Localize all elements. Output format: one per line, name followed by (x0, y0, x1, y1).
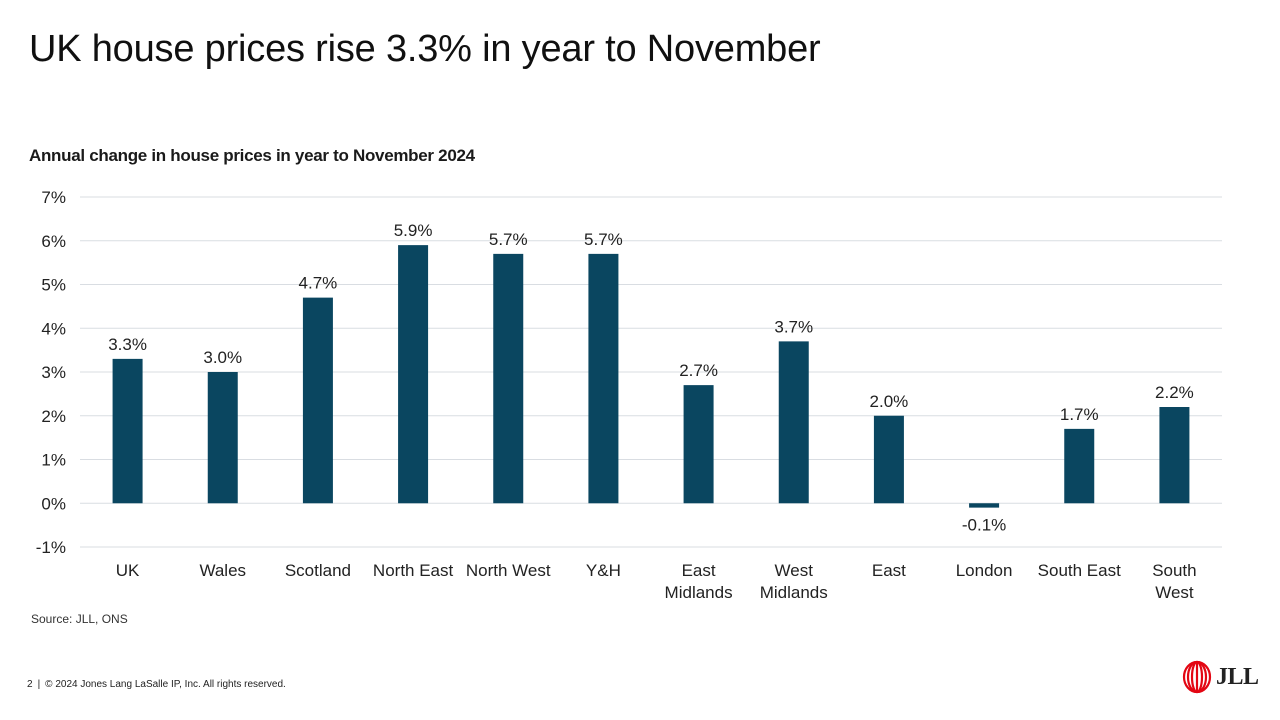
footer: 2 | © 2024 Jones Lang LaSalle IP, Inc. All… (27, 679, 286, 690)
y-tick-label: 6% (41, 232, 66, 251)
x-tick-label-line: Midlands (665, 583, 733, 602)
x-tick-label: Scotland (285, 561, 351, 580)
x-tick-label-line: Y&H (586, 561, 621, 580)
y-tick-label: 4% (41, 319, 66, 338)
y-tick-label: 5% (41, 276, 66, 295)
x-tick-label-line: South East (1038, 561, 1121, 580)
x-tick-label-line: East (682, 561, 716, 580)
x-tick-label-line: West (775, 561, 814, 580)
logo-text: JLL (1216, 663, 1259, 690)
x-tick-label: South East (1038, 561, 1121, 580)
page-number: 2 (27, 679, 33, 690)
x-tick-label: North East (373, 561, 454, 580)
x-tick-label: London (956, 561, 1013, 580)
bar (1159, 407, 1190, 504)
y-tick-label: 7% (41, 188, 66, 207)
bar (873, 415, 904, 504)
page-title: UK house prices rise 3.3% in year to Nov… (29, 28, 821, 70)
chart-title: Annual change in house prices in year to… (29, 146, 475, 165)
x-tick-label-line: Wales (199, 561, 246, 580)
y-tick-label: -1% (36, 538, 66, 557)
jll-flame-logo-icon (1182, 660, 1212, 694)
bar (207, 372, 238, 504)
x-tick-label-line: London (956, 561, 1013, 580)
x-tick-label-line: Midlands (760, 583, 828, 602)
data-label: 2.0% (870, 392, 909, 411)
source-note: Source: JLL, ONS (31, 612, 128, 626)
bar (969, 503, 1000, 508)
x-tick-label: Wales (199, 561, 246, 580)
x-tick-label-line: UK (116, 561, 140, 580)
x-tick-label-line: North West (466, 561, 551, 580)
x-tick-label: Y&H (586, 561, 621, 580)
x-tick-label-line: South (1152, 561, 1196, 580)
y-tick-label: 2% (41, 407, 66, 426)
x-tick-label: UK (116, 561, 140, 580)
x-tick-label: East Midlands (665, 561, 733, 602)
footer-separator: | (37, 679, 41, 690)
bar (398, 245, 429, 504)
x-tick-label: East (872, 561, 906, 580)
x-tick-label-line: West (1155, 583, 1194, 602)
data-label: 5.9% (394, 221, 433, 240)
x-tick-label-line: North East (373, 561, 454, 580)
data-label: 1.7% (1060, 405, 1099, 424)
data-label: 5.7% (489, 230, 528, 249)
x-tick-label-line: Scotland (285, 561, 351, 580)
jll-logo: JLL (1182, 660, 1259, 694)
bar (683, 385, 714, 504)
x-tick-label: South West (1152, 561, 1196, 602)
bar (493, 253, 524, 504)
bar (1064, 428, 1095, 504)
x-tick-label-line: East (872, 561, 906, 580)
data-label: 5.7% (584, 230, 623, 249)
data-label: 4.7% (299, 274, 338, 293)
data-label: -0.1% (962, 516, 1006, 535)
bar (302, 297, 333, 504)
data-label: 3.7% (774, 317, 813, 336)
bar (778, 341, 809, 504)
data-label: 2.2% (1155, 383, 1194, 402)
bar (112, 358, 143, 504)
data-label: 3.0% (203, 348, 242, 367)
data-label: 2.7% (679, 361, 718, 380)
y-tick-label: 1% (41, 451, 66, 470)
copyright-text: © 2024 Jones Lang LaSalle IP, Inc. All r… (45, 679, 286, 690)
y-tick-label: 3% (41, 363, 66, 382)
x-tick-label: West Midlands (760, 561, 828, 602)
y-tick-label: 0% (41, 494, 66, 513)
bar (588, 253, 619, 504)
x-tick-label: North West (466, 561, 551, 580)
data-label: 3.3% (108, 335, 147, 354)
